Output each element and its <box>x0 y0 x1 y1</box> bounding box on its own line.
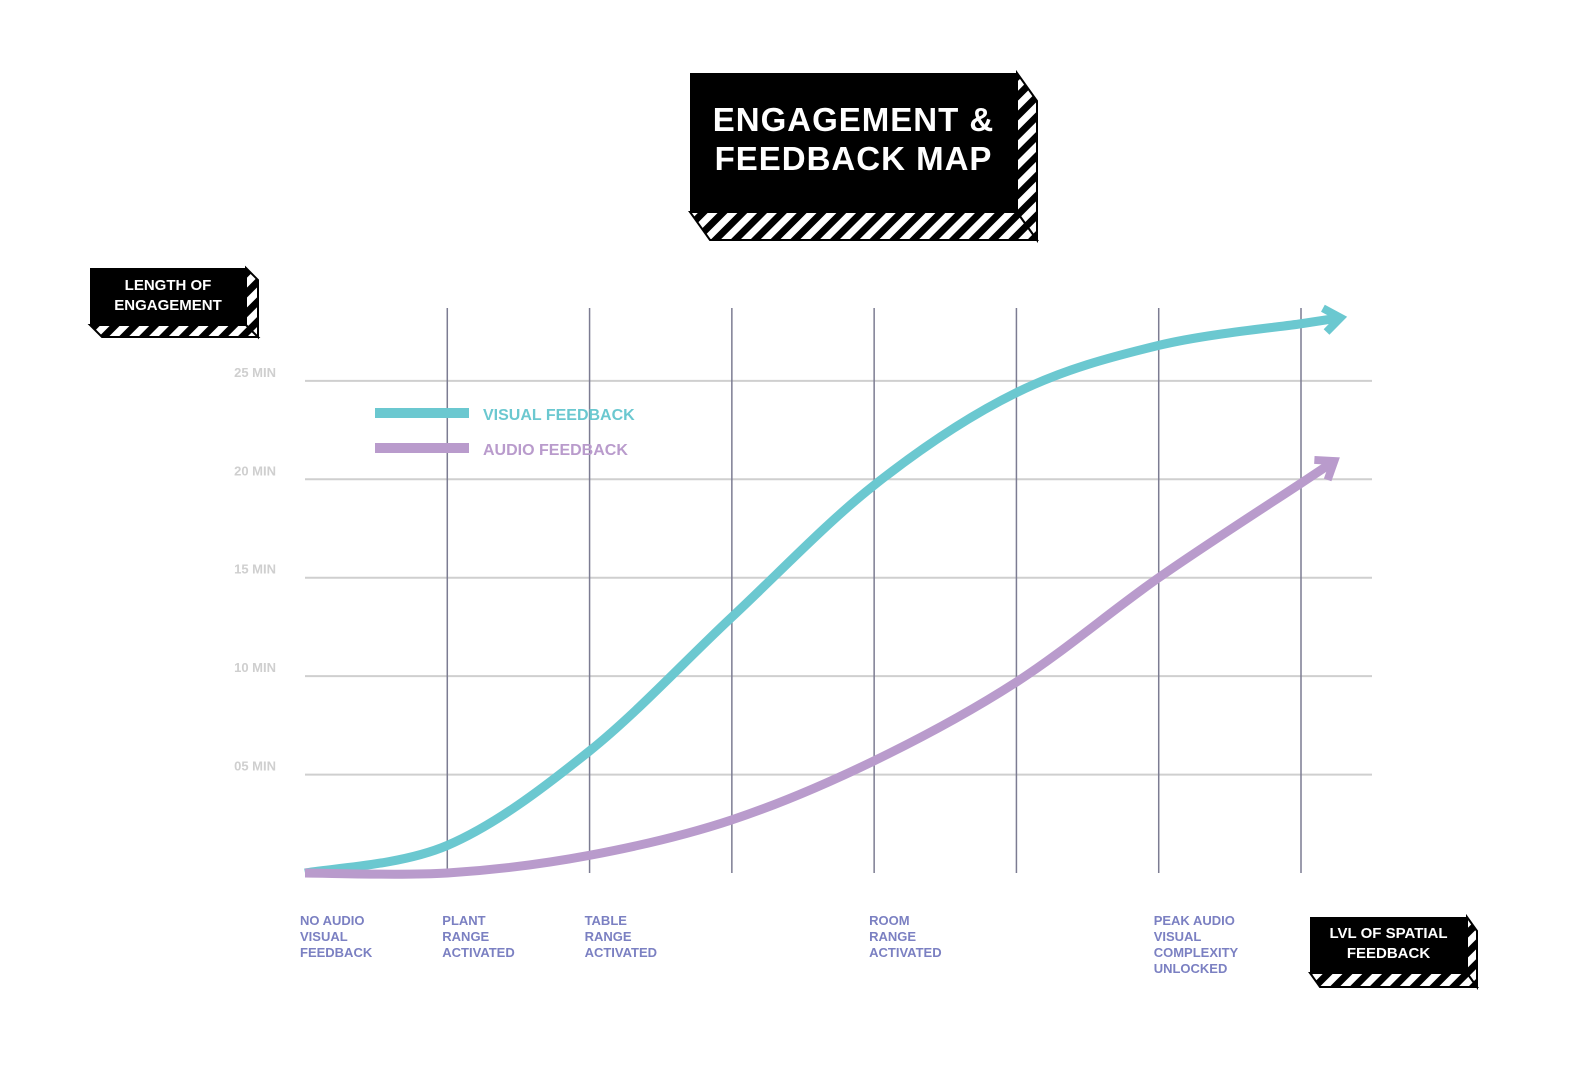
x-tick-label: TABLE RANGE ACTIVATED <box>584 913 658 960</box>
arrow-head <box>1321 304 1348 335</box>
legend-label: VISUAL FEEDBACK <box>483 407 635 424</box>
series-line <box>304 457 1337 879</box>
x-label-box <box>1308 913 1479 991</box>
legend-label: AUDIO FEEDBACK <box>483 442 628 459</box>
y-axis-label: LENGTH OF ENGAGEMENT <box>114 277 222 314</box>
y-tick-label: 05 MIN <box>234 759 276 774</box>
y-tick-label: 10 MIN <box>234 660 276 675</box>
x-axis-label: LVL OF SPATIAL FEEDBACK <box>1329 925 1448 962</box>
chart-title: ENGAGEMENT & FEEDBACK MAP <box>712 101 995 177</box>
x-tick-label: ROOM RANGE ACTIVATED <box>869 913 942 960</box>
x-tick-label: PLANT RANGE ACTIVATED <box>442 913 515 960</box>
y-tick-label: 15 MIN <box>234 562 276 577</box>
x-tick-label: PEAK AUDIO VISUAL COMPLEXITY UNLOCKED <box>1153 913 1239 976</box>
y-label-box <box>87 265 261 340</box>
y-tick-label: 25 MIN <box>234 365 276 380</box>
arrow-head <box>1314 455 1340 482</box>
x-tick-label: NO AUDIO VISUAL FEEDBACK <box>300 913 373 960</box>
title-box <box>688 69 1039 244</box>
series-line <box>304 313 1342 878</box>
y-tick-label: 20 MIN <box>234 463 276 478</box>
